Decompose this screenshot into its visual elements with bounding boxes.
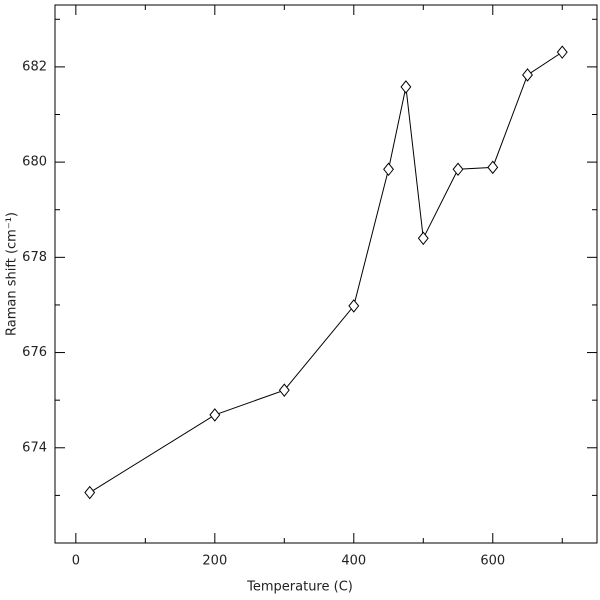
data-point [556,45,568,59]
data-point [452,162,464,177]
data-point [522,68,533,82]
y-tick-label: 678 [22,250,47,265]
data-point [400,80,412,94]
data-point [84,485,96,500]
data-point [278,383,290,397]
x-tick-label: 400 [341,554,366,569]
x-tick-label: 0 [72,554,80,569]
data-line [89,51,563,493]
x-tick-label: 600 [480,554,505,569]
plot-frame [54,4,598,544]
y-axis-label: Raman shift (cm⁻¹) [5,212,20,336]
x-tick-label: 200 [202,554,227,569]
data-point [417,231,429,246]
data-point [209,408,221,422]
data-point [383,162,394,177]
data-point [348,299,360,313]
y-tick-label: 676 [22,345,47,360]
y-tick-label: 680 [22,155,47,170]
y-tick-label: 674 [22,440,47,455]
y-tick-label: 682 [22,59,47,74]
data-point [487,160,499,175]
x-axis-label: Temperature (C) [246,580,353,595]
